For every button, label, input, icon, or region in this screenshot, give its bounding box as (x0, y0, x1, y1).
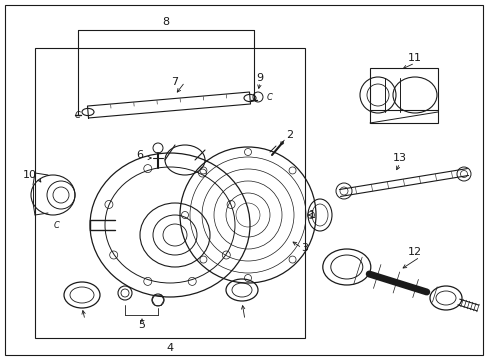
Text: 4: 4 (166, 343, 173, 353)
Text: 12: 12 (407, 247, 421, 257)
Text: 3: 3 (301, 243, 308, 253)
Text: 1: 1 (308, 210, 315, 220)
Text: 13: 13 (392, 153, 406, 163)
Bar (35, 48, 305, 338)
Text: 7: 7 (171, 77, 178, 87)
Text: 2: 2 (286, 130, 293, 140)
Text: C: C (266, 93, 272, 102)
Text: C: C (75, 111, 81, 120)
Text: 10: 10 (23, 170, 37, 180)
Text: 6: 6 (136, 150, 143, 160)
Text: 5: 5 (138, 320, 145, 330)
Text: 11: 11 (407, 53, 421, 63)
Text: 9: 9 (256, 73, 263, 83)
Text: C: C (54, 220, 60, 230)
Text: 8: 8 (162, 17, 169, 27)
Bar (369, 68, 437, 123)
